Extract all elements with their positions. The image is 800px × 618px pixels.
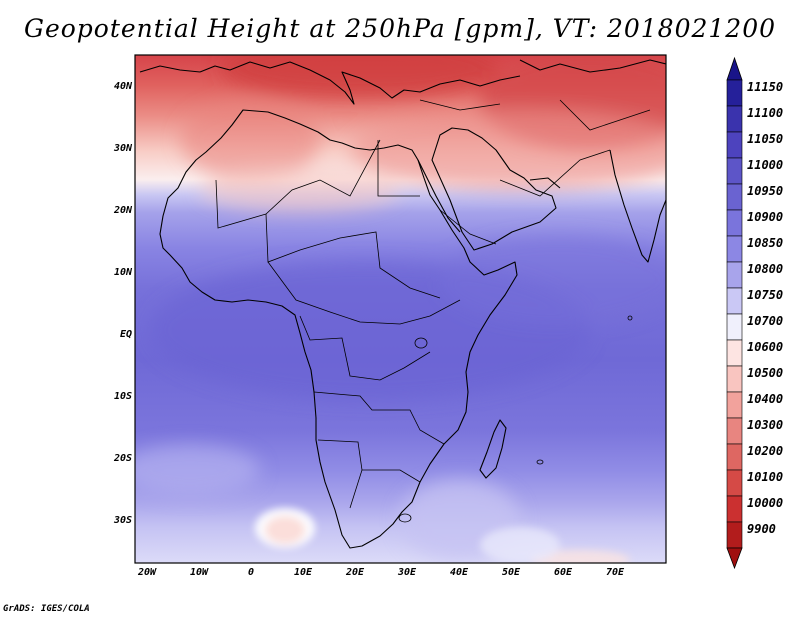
colorbar-swatch	[726, 339, 743, 367]
credit-text: GrADS: IGES/COLA	[3, 604, 90, 614]
colorbar-swatch	[726, 443, 743, 471]
lon-label: 50E	[501, 567, 521, 578]
colorbar-label: 10100	[747, 470, 784, 484]
plot-frame	[134, 54, 667, 564]
colorbar-swatch	[726, 261, 743, 289]
colorbar-label: 10850	[747, 236, 784, 250]
colorbar-swatch	[726, 235, 743, 263]
geopotential-field	[135, 55, 666, 563]
lat-label: 30S	[113, 515, 132, 526]
colorbar-label: 10700	[747, 314, 784, 328]
colorbar-label: 10500	[747, 366, 784, 380]
colorbar-swatch	[726, 157, 743, 185]
lon-label: 60E	[553, 567, 573, 578]
colorbar-bottom-arrow	[726, 547, 743, 570]
colorbar-swatch	[726, 313, 743, 341]
lon-label: 70E	[605, 567, 625, 578]
colorbar-swatch	[726, 365, 743, 393]
map-title: Geopotential Height at 250hPa [gpm], VT:…	[23, 14, 777, 43]
colorbar-swatch	[726, 521, 743, 549]
colorbar-label: 11000	[747, 158, 784, 172]
lon-label: 10E	[293, 567, 313, 578]
lon-label: 30E	[397, 567, 417, 578]
colorbar-label: 10200	[747, 444, 784, 458]
colorbar-label: 10750	[747, 288, 784, 302]
lat-label: EQ	[119, 329, 132, 340]
colorbar-swatch	[726, 183, 743, 211]
colorbar-swatch	[726, 209, 743, 237]
lat-label: 20N	[113, 205, 132, 216]
colorbar-label: 10800	[747, 262, 784, 276]
colorbar-label: 11150	[747, 80, 784, 94]
colorbar-top-arrow	[726, 56, 743, 81]
colorbar-label: 11100	[747, 106, 784, 120]
colorbar-swatch	[726, 495, 743, 523]
colorbar-label: 10400	[747, 392, 784, 406]
country-borders	[215, 99, 651, 509]
lon-label: 10W	[189, 567, 209, 578]
coastlines	[139, 59, 666, 549]
colorbar-label: 10600	[747, 340, 784, 354]
colorbar-label: 10900	[747, 210, 784, 224]
colorbar-label: 11050	[747, 132, 784, 146]
colorbar-swatch	[726, 131, 743, 159]
lat-label: 30N	[113, 143, 132, 154]
colorbar-swatch	[726, 105, 743, 133]
colorbar-label: 10000	[747, 496, 784, 510]
colorbar-label: 9900	[747, 522, 776, 536]
colorbar-label: 10950	[747, 184, 784, 198]
colorbar-swatch	[726, 79, 743, 107]
colorbar	[726, 56, 743, 570]
colorbar-swatch	[726, 287, 743, 315]
lat-label: 10N	[113, 267, 132, 278]
lon-label: 0	[247, 567, 255, 578]
lon-label: 20W	[137, 567, 157, 578]
lat-label: 40N	[113, 81, 132, 92]
colorbar-swatch	[726, 391, 743, 419]
lat-label: 10S	[113, 391, 132, 402]
colorbar-swatch	[726, 469, 743, 497]
lon-label: 20E	[345, 567, 365, 578]
colorbar-label: 10300	[747, 418, 784, 432]
lon-label: 40E	[449, 567, 469, 578]
lat-label: 20S	[113, 453, 132, 464]
colorbar-swatch	[726, 417, 743, 445]
